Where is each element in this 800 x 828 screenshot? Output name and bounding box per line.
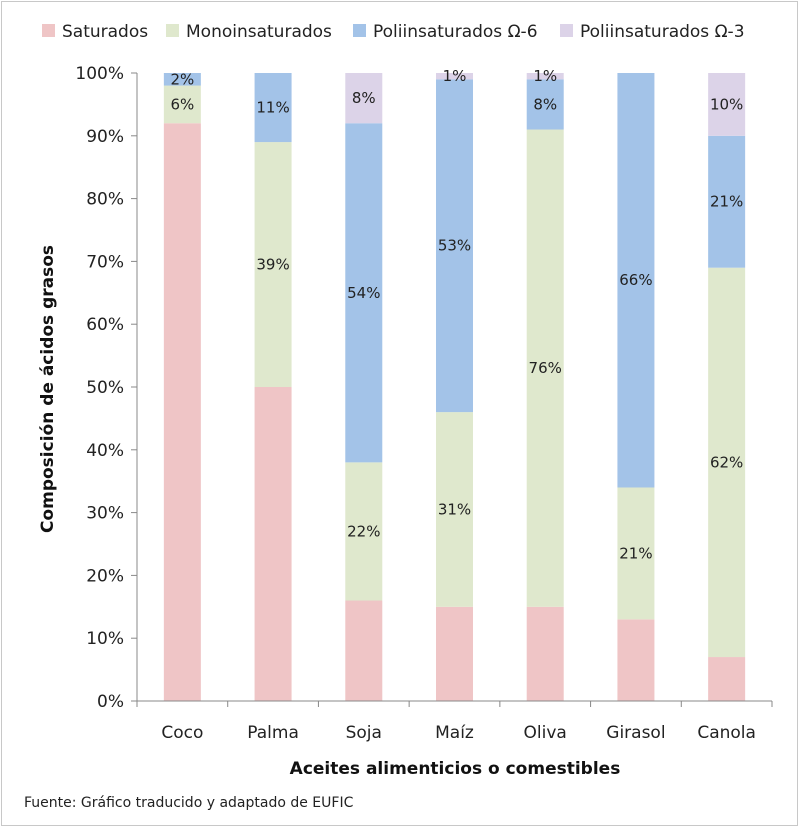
legend-swatch xyxy=(42,24,55,37)
x-tick-label: Palma xyxy=(247,723,299,743)
bar-segment xyxy=(345,123,383,463)
legend-label: Poliinsaturados Ω-6 xyxy=(373,22,538,42)
bar-segment xyxy=(526,79,564,130)
y-tick-label: 80% xyxy=(86,190,124,210)
y-tick-label: 40% xyxy=(86,441,124,461)
y-tick-label: 0% xyxy=(97,692,124,712)
data-label: 8% xyxy=(352,89,376,107)
axes: 0% 10% 20% 30% 40% 50% 60% 70% 80% 90% 100% Coco Pal… xyxy=(75,64,773,743)
data-label: 31% xyxy=(438,500,471,518)
legend-label: Poliinsaturados Ω-3 xyxy=(580,22,745,42)
source-note: Fuente: Gráfico traducido y adaptado de … xyxy=(24,795,354,811)
bar-segment xyxy=(163,123,201,702)
data-label: 62% xyxy=(710,453,743,471)
bar-segment xyxy=(345,600,383,701)
bar-segment xyxy=(436,412,473,607)
data-label: 10% xyxy=(710,95,743,113)
bar-segment xyxy=(708,267,746,658)
bar-segment xyxy=(254,73,292,143)
y-tick-label: 10% xyxy=(86,629,124,649)
bar-segment xyxy=(708,657,746,701)
bar-segment xyxy=(708,73,746,136)
bar-segment xyxy=(254,387,292,701)
data-label: 1% xyxy=(443,67,467,85)
bar-segment xyxy=(254,142,292,387)
bar-segment xyxy=(345,73,383,124)
bar-segment xyxy=(526,129,564,607)
x-tick-label: Canola xyxy=(697,723,756,743)
data-label: 21% xyxy=(619,544,652,562)
legend-label: Saturados xyxy=(62,22,148,42)
bar-segment xyxy=(436,606,473,701)
y-tick-label: 30% xyxy=(86,504,124,524)
y-tick-label: 70% xyxy=(86,252,124,272)
data-label: 22% xyxy=(347,522,380,540)
legend-swatch xyxy=(353,24,366,37)
data-label: 21% xyxy=(710,193,743,211)
data-label: 6% xyxy=(170,95,194,113)
x-tick-label: Girasol xyxy=(606,723,665,743)
legend-swatch xyxy=(560,24,573,37)
data-label: 54% xyxy=(347,284,380,302)
bar-segment xyxy=(617,487,655,620)
y-tick-label: 100% xyxy=(75,64,124,84)
y-axis-title: Composición de ácidos grasos xyxy=(38,245,58,533)
x-tick-label: Maíz xyxy=(435,723,474,743)
data-label: 39% xyxy=(256,256,289,274)
data-label: 11% xyxy=(256,99,289,117)
legend: Saturados Monoinsaturados Poliinsaturados … xyxy=(42,22,745,42)
x-tick-label: Soja xyxy=(346,723,382,743)
legend-swatch xyxy=(166,24,179,37)
bar-segment xyxy=(526,606,564,701)
data-label: 53% xyxy=(438,237,471,255)
legend-label: Monoinsaturados xyxy=(186,22,332,42)
bar-segment xyxy=(617,73,655,488)
y-tick-label: 60% xyxy=(86,315,124,335)
x-tick-label: Oliva xyxy=(524,723,567,743)
bar-segment xyxy=(345,462,383,601)
bar-segment xyxy=(708,135,746,268)
y-tick-label: 20% xyxy=(86,566,124,586)
data-label: 1% xyxy=(533,67,557,85)
bars: 6% 2% 39% 11% 22% 54% 8% 31% 53% 1% 76% 8% 1% 21% 66% 6… xyxy=(163,67,746,702)
data-label: 8% xyxy=(533,95,557,113)
data-label: 2% xyxy=(170,70,194,88)
bar-segment xyxy=(163,73,201,86)
x-tick-label: Coco xyxy=(161,723,203,743)
y-tick-label: 90% xyxy=(86,127,124,147)
bar-segment xyxy=(526,73,564,80)
bar-segment xyxy=(436,79,473,413)
data-label: 66% xyxy=(619,271,652,289)
bar-segment xyxy=(163,85,201,124)
bar-segment xyxy=(617,619,655,701)
x-axis-title: Aceites alimenticios o comestibles xyxy=(290,759,621,779)
data-label: 76% xyxy=(529,359,562,377)
bar-segment xyxy=(436,73,473,80)
y-tick-label: 50% xyxy=(86,378,124,398)
